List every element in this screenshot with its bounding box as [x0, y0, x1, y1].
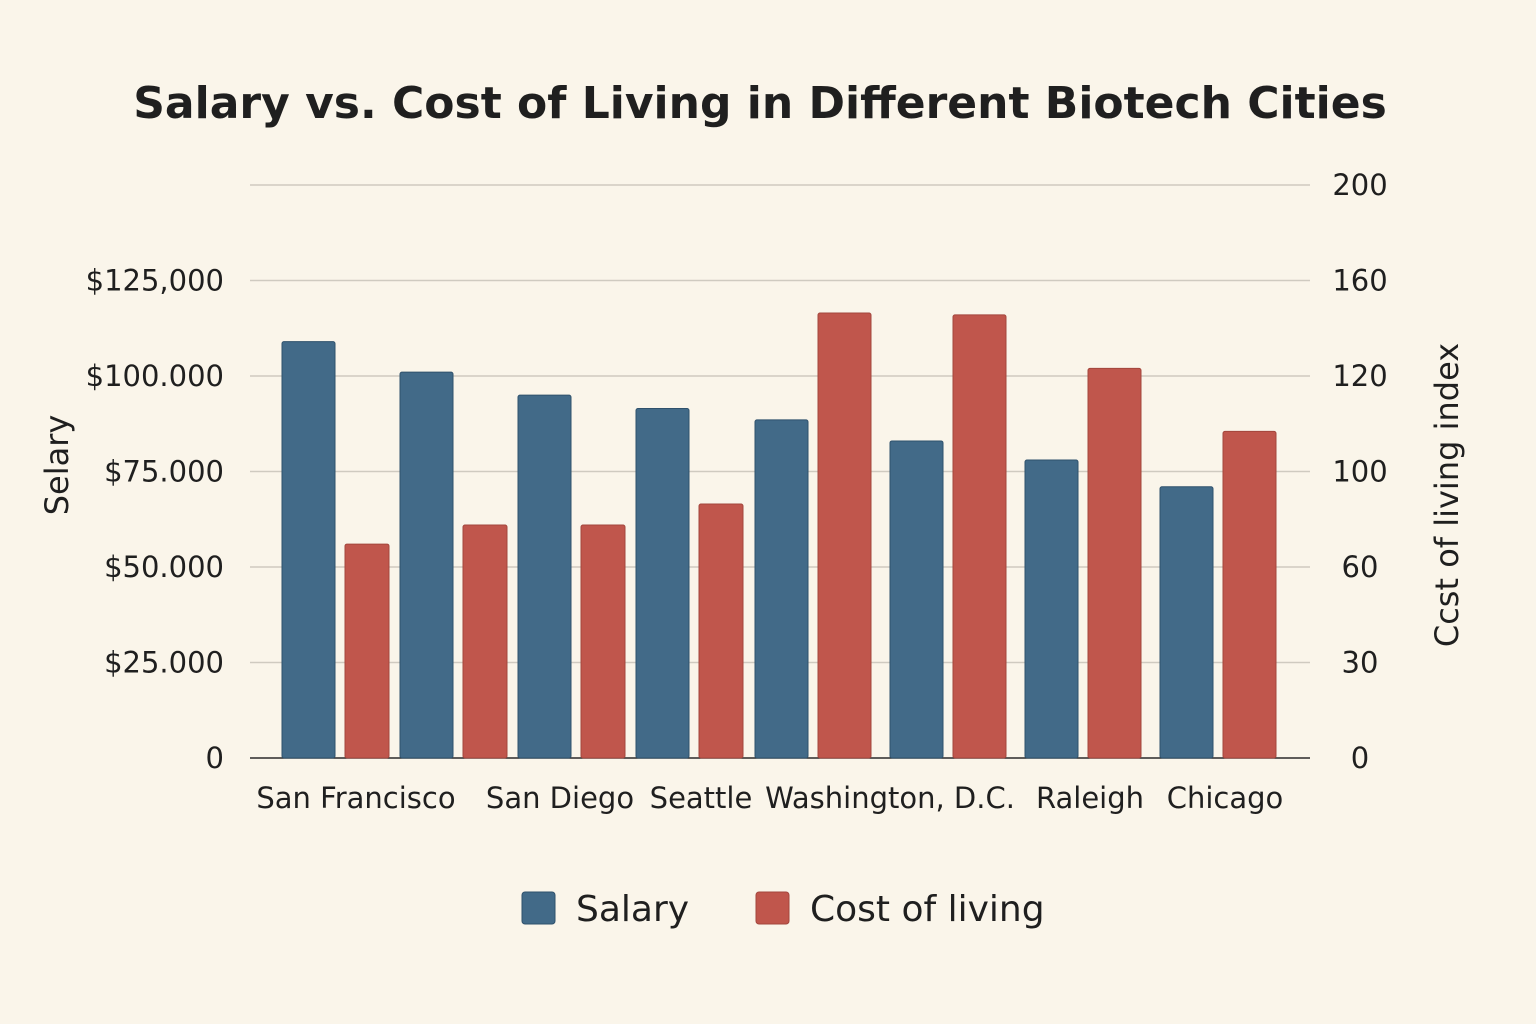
x-category-label: Chicago	[1167, 781, 1284, 815]
legend-label-salary: Salary	[576, 889, 689, 930]
y2-tick-label: 0	[1351, 741, 1369, 775]
bar-cost-of-living-6	[952, 314, 1007, 759]
bar-cost-of-living-5	[817, 312, 872, 759]
y-tick-label: $75.000	[104, 455, 224, 489]
bar-cost-of-living-7	[1087, 367, 1142, 759]
y-tick-label: $125,000	[86, 264, 224, 298]
chart-title: Salary vs. Cost of Living in Different B…	[133, 78, 1387, 129]
bar-salary-5	[754, 419, 809, 759]
y2-tick-label: 200	[1332, 168, 1387, 202]
y2-tick-label: 100	[1332, 455, 1387, 489]
legend-label-cost-of-living: Cost of living	[810, 889, 1045, 930]
y-axis-right-title: Ccst of living index	[1428, 343, 1466, 647]
bar-salary-6	[889, 440, 944, 759]
y-tick-label: $100.000	[86, 359, 224, 393]
y2-tick-label: 160	[1332, 264, 1387, 298]
bar-cost-of-living-1	[344, 543, 390, 759]
legend-swatch-cost-of-living	[755, 891, 790, 925]
x-category-label: Seattle	[650, 781, 753, 815]
y-axis-left-title: Selary	[38, 415, 76, 516]
bar-cost-of-living-2	[462, 524, 508, 759]
y2-tick-label: 30	[1342, 646, 1379, 680]
legend-swatch-salary	[521, 891, 556, 925]
bar-salary-3	[517, 394, 572, 759]
bar-cost-of-living-8	[1222, 430, 1277, 759]
bar-cost-of-living-4	[698, 503, 744, 759]
bar-salary-1	[281, 341, 336, 759]
y-tick-label: $25.000	[104, 646, 224, 680]
bar-cost-of-living-3	[580, 524, 626, 759]
x-axis-category-labels: San Francisco San Diego Seattle Washington,…	[256, 781, 1283, 815]
bars	[281, 312, 1277, 759]
x-category-label: San Francisco	[256, 781, 455, 815]
y-axis-right-ticks: 0 30 60 100 120 160 200	[1332, 168, 1387, 775]
legend: Salary Cost of living	[521, 889, 1045, 930]
y-axis-left-ticks: 0 $25.000 $50.000 $75.000 $100.000 $125,000	[86, 264, 224, 776]
x-category-label: San Diego	[486, 781, 634, 815]
y-tick-label: 0	[206, 741, 224, 775]
bar-salary-7	[1024, 459, 1079, 759]
y2-tick-label: 120	[1332, 359, 1387, 393]
x-category-label: Raleigh	[1036, 781, 1144, 815]
bar-salary-8	[1159, 486, 1214, 759]
y-tick-label: $50.000	[104, 550, 224, 584]
y2-tick-label: 60	[1342, 550, 1379, 584]
bar-salary-4	[635, 407, 690, 759]
bar-salary-2	[399, 371, 454, 759]
x-category-label: Washington, D.C.	[765, 781, 1015, 815]
